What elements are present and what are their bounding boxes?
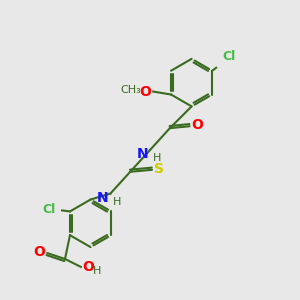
Text: Cl: Cl	[43, 203, 56, 216]
Text: Cl: Cl	[222, 50, 236, 63]
Text: CH₃: CH₃	[121, 85, 141, 94]
Text: O: O	[139, 85, 151, 98]
Text: O: O	[192, 118, 203, 132]
Text: H: H	[153, 153, 161, 163]
Text: S: S	[154, 162, 164, 176]
Text: N: N	[97, 190, 108, 205]
Text: H: H	[113, 196, 122, 207]
Text: N: N	[136, 147, 148, 161]
Text: H: H	[93, 266, 101, 276]
Text: O: O	[82, 260, 94, 274]
Text: O: O	[33, 245, 45, 259]
